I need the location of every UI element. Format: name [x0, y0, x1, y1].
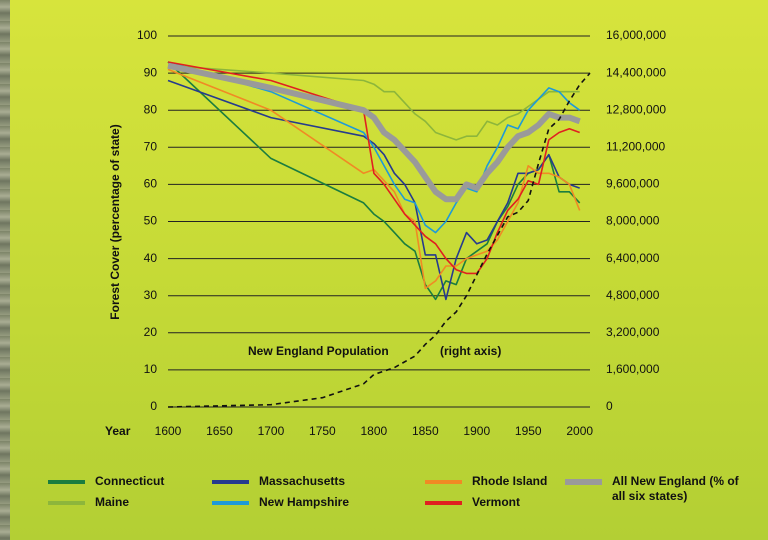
legend-swatch	[212, 480, 249, 484]
legend-swatch	[48, 501, 85, 505]
y-axis-label: Forest Cover (percentage of state)	[108, 124, 122, 319]
y-tick-label: 0	[150, 399, 157, 413]
annotation: New England Population	[248, 344, 389, 358]
legend-swatch	[425, 480, 462, 484]
y-tick-label: 80	[144, 102, 158, 116]
y-tick-label: 40	[144, 251, 158, 265]
y-tick-label: 70	[144, 139, 158, 153]
x-axis-label: Year	[105, 424, 131, 438]
y2-tick-label: 4,800,000	[606, 288, 660, 302]
legend-label: Vermont	[472, 495, 520, 510]
legend-label: Massachusetts	[259, 474, 345, 489]
x-tick-label: 1850	[412, 424, 439, 438]
y2-tick-label: 12,800,000	[606, 102, 666, 116]
legend-swatch	[48, 480, 85, 484]
x-tick-label: 1800	[361, 424, 388, 438]
legend-label: Connecticut	[95, 474, 164, 489]
y2-tick-label: 11,200,000	[606, 139, 665, 153]
y2-tick-label: 1,600,000	[606, 362, 660, 376]
x-tick-label: 1950	[515, 424, 542, 438]
x-tick-label: 2000	[566, 424, 593, 438]
series-line	[168, 62, 580, 299]
y-tick-label: 60	[144, 177, 158, 191]
legend-label: New Hampshire	[259, 495, 349, 510]
y2-tick-label: 3,200,000	[606, 325, 660, 339]
y-tick-label: 50	[144, 214, 158, 228]
y-tick-label: 30	[144, 288, 158, 302]
y-tick-label: 10	[144, 362, 158, 376]
y2-tick-label: 9,600,000	[606, 177, 660, 191]
y2-tick-label: 6,400,000	[606, 251, 660, 265]
legend-swatch	[565, 479, 602, 485]
y-tick-label: 100	[137, 28, 157, 42]
y2-tick-label: 8,000,000	[606, 214, 660, 228]
y-tick-label: 20	[144, 325, 158, 339]
y2-tick-label: 14,400,000	[606, 65, 666, 79]
legend-label: Maine	[95, 495, 129, 510]
legend-swatch	[212, 501, 249, 505]
annotation: (right axis)	[440, 344, 501, 358]
y-tick-label: 90	[144, 65, 158, 79]
legend-label: Rhode Island	[472, 474, 547, 489]
x-tick-label: 1600	[155, 424, 182, 438]
x-tick-label: 1700	[258, 424, 285, 438]
y2-tick-label: 0	[606, 399, 613, 413]
legend-label: All New England (% of all six states)	[612, 474, 742, 504]
page: {"chart_data": {"type": "line", "y_label…	[0, 0, 768, 540]
x-tick-label: 1900	[463, 424, 490, 438]
y2-tick-label: 16,000,000	[606, 28, 666, 42]
legend-swatch	[425, 501, 462, 505]
chart: New England Population (right axis) Year…	[0, 0, 768, 540]
series-line	[168, 66, 580, 200]
x-tick-label: 1650	[206, 424, 233, 438]
x-tick-label: 1750	[309, 424, 336, 438]
